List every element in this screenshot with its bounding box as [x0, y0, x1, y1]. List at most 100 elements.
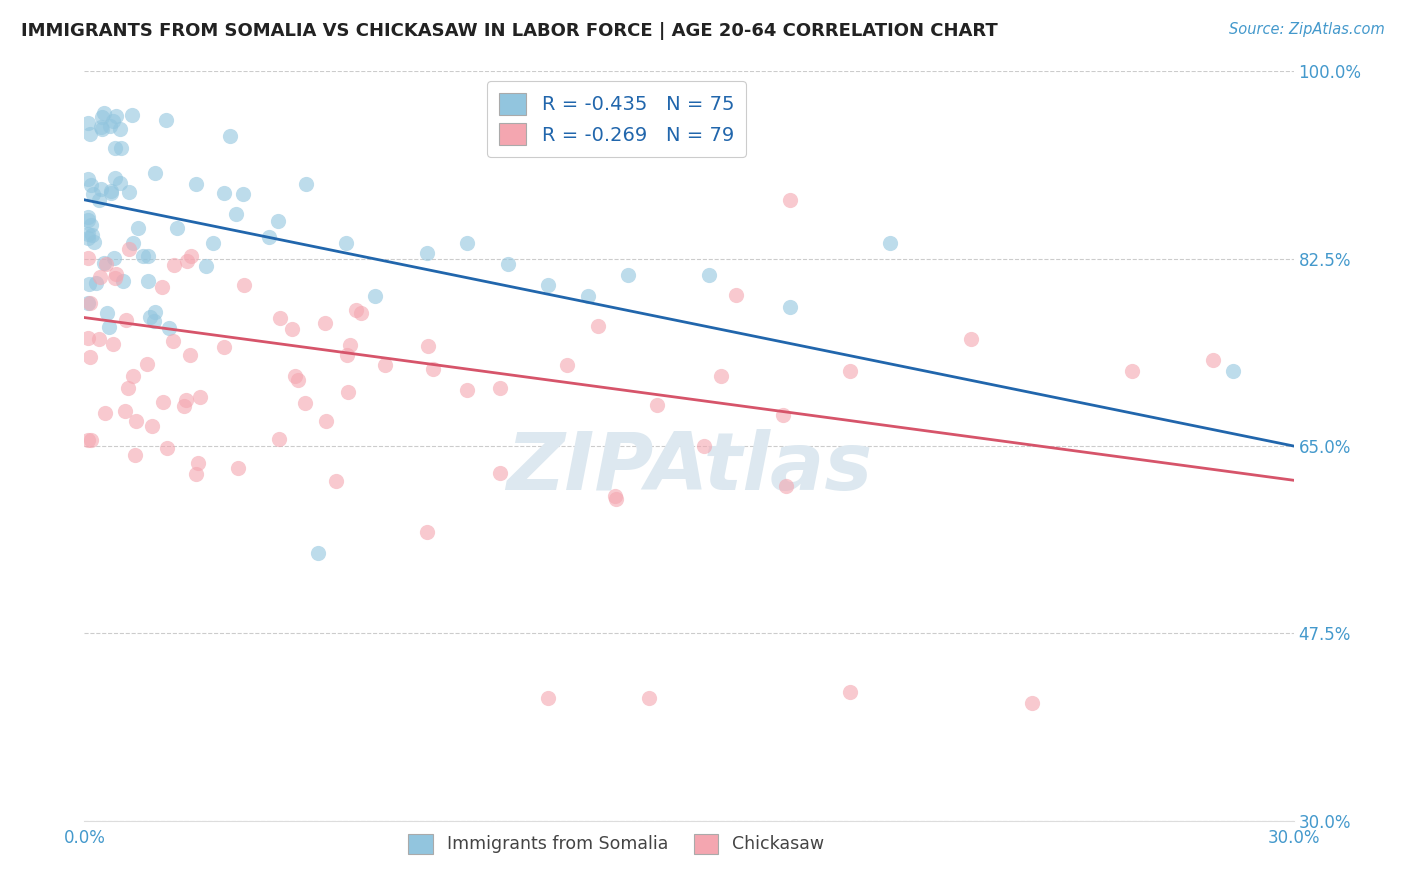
Point — [725, 287, 748, 301]
Point — [315, 414, 337, 428]
Text: Source: ZipAtlas.com: Source: ZipAtlas.com — [1229, 22, 1385, 37]
Point — [267, 214, 290, 228]
Point — [363, 289, 385, 303]
Point — [143, 304, 166, 318]
Point — [80, 178, 103, 192]
Point — [121, 108, 143, 122]
Point — [77, 331, 100, 345]
Point — [456, 235, 478, 250]
Point — [141, 418, 163, 433]
Point — [101, 337, 124, 351]
Point — [174, 393, 197, 408]
Point — [212, 186, 235, 200]
Point — [91, 110, 114, 124]
Point — [697, 268, 720, 282]
Point — [603, 489, 626, 503]
Point — [77, 213, 100, 227]
Point — [132, 249, 155, 263]
Point — [163, 258, 186, 272]
Point — [118, 243, 141, 257]
Point — [89, 193, 111, 207]
Point — [157, 320, 180, 334]
Point — [77, 295, 100, 310]
Point — [108, 176, 131, 190]
Point — [1121, 364, 1143, 378]
Point — [77, 211, 100, 225]
Point — [108, 121, 131, 136]
Legend: Immigrants from Somalia, Chickasaw: Immigrants from Somalia, Chickasaw — [402, 827, 831, 861]
Point — [96, 305, 118, 319]
Point — [82, 187, 104, 202]
Point — [77, 277, 100, 292]
Point — [105, 268, 128, 282]
Point — [125, 414, 148, 428]
Point — [772, 408, 794, 422]
Point — [86, 276, 108, 290]
Point — [586, 319, 609, 334]
Point — [176, 253, 198, 268]
Point — [839, 685, 862, 699]
Point — [122, 236, 145, 251]
Point — [202, 235, 225, 250]
Point — [269, 311, 291, 326]
Point — [1021, 696, 1043, 710]
Point — [90, 182, 112, 196]
Point — [267, 432, 290, 446]
Point — [94, 406, 117, 420]
Point — [98, 119, 121, 133]
Point — [162, 334, 184, 348]
Point — [284, 368, 307, 383]
Point — [77, 116, 100, 130]
Point — [112, 274, 135, 288]
Text: ZIPAtlas: ZIPAtlas — [506, 429, 872, 508]
Point — [114, 404, 136, 418]
Point — [325, 475, 347, 489]
Point — [89, 120, 111, 135]
Point — [294, 395, 316, 409]
Point — [281, 322, 304, 336]
Point — [93, 256, 115, 270]
Point — [537, 278, 560, 293]
Point — [104, 271, 127, 285]
Point — [136, 274, 159, 288]
Point — [100, 186, 122, 201]
Point — [150, 280, 173, 294]
Point — [80, 218, 103, 232]
Point — [117, 381, 139, 395]
Point — [344, 302, 367, 317]
Point — [779, 300, 801, 314]
Point — [225, 207, 247, 221]
Point — [77, 251, 100, 265]
Point — [90, 122, 112, 136]
Point — [156, 441, 179, 455]
Text: IMMIGRANTS FROM SOMALIA VS CHICKASAW IN LABOR FORCE | AGE 20-64 CORRELATION CHAR: IMMIGRANTS FROM SOMALIA VS CHICKASAW IN … — [21, 22, 998, 40]
Point — [194, 259, 217, 273]
Point — [415, 525, 437, 540]
Point — [77, 230, 100, 244]
Point — [422, 361, 444, 376]
Point — [779, 193, 801, 207]
Point — [110, 141, 132, 155]
Point — [637, 690, 659, 705]
Point — [489, 381, 512, 395]
Point — [576, 289, 599, 303]
Point — [314, 316, 336, 330]
Point — [83, 235, 105, 249]
Point — [839, 364, 862, 378]
Point — [489, 466, 512, 480]
Point — [1222, 364, 1244, 378]
Point — [188, 390, 211, 404]
Point — [166, 221, 188, 235]
Point — [136, 357, 159, 371]
Point — [557, 358, 579, 372]
Point — [82, 227, 104, 242]
Point — [155, 113, 177, 128]
Point — [127, 221, 149, 235]
Point — [93, 106, 115, 120]
Point — [374, 358, 396, 372]
Point — [212, 340, 235, 354]
Point — [879, 235, 901, 250]
Point — [218, 128, 240, 143]
Point — [138, 310, 160, 325]
Point — [307, 546, 329, 560]
